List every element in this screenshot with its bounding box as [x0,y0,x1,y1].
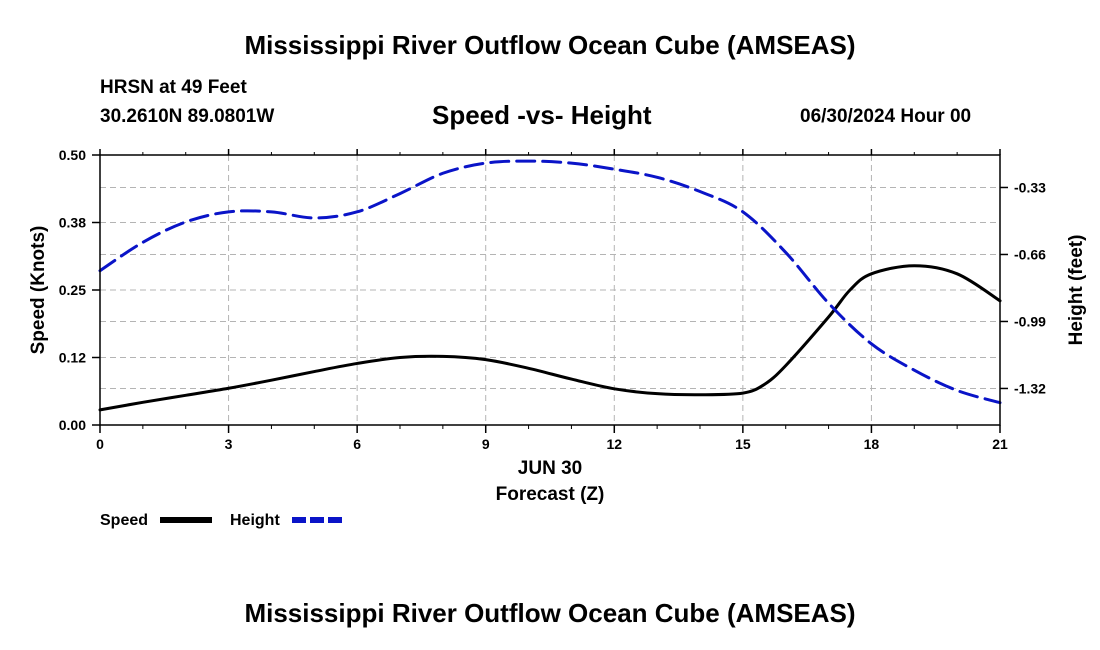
footer-title: Mississippi River Outflow Ocean Cube (AM… [244,598,856,628]
x-tick-label: 18 [864,436,880,452]
station-label: HRSN at 49 Feet [100,77,247,98]
legend-speed-label: Speed [100,512,148,529]
chart-title: Mississippi River Outflow Ocean Cube (AM… [244,30,856,60]
grid-layer [100,155,1000,425]
y-tick-label: 0.50 [59,147,86,163]
legend: Speed Height [100,512,342,529]
y-tick-label: 0.38 [59,215,86,231]
axis-layer: 0 3 6 9 12 15 18 21 0.00 0.12 0.25 0.38 0.50 -1.32 -0.… [59,147,1046,452]
datetime-label: 06/30/2024 Hour 00 [800,106,972,127]
x-axis-label: Forecast (Z) [496,484,605,505]
y-axis-label: Speed (Knots) [28,226,49,355]
x-tick-label: 21 [992,436,1008,452]
legend-height-label: Height [230,512,280,529]
chart-subtitle: Speed -vs- Height [432,100,652,130]
x-tick-label: 3 [225,436,233,452]
x-date-label: JUN 30 [518,458,582,479]
coordinates-label: 30.2610N 89.0801W [100,106,275,127]
x-tick-label: 12 [606,436,622,452]
x-tick-label: 6 [353,436,361,452]
y-tick-label: 0.25 [59,282,86,298]
x-tick-label: 9 [482,436,490,452]
height-series-line [98,159,1002,405]
y2-tick-label: -1.32 [1014,380,1046,396]
speed-series-line [98,264,1002,412]
y2-tick-label: -0.66 [1014,246,1046,262]
series-layer [98,159,1002,412]
x-tick-label: 0 [96,436,104,452]
y2-tick-label: -0.33 [1014,179,1046,195]
y2-tick-label: -0.99 [1014,313,1046,329]
y-tick-label: 0.12 [59,350,86,366]
y2-axis-label: Height (feet) [1066,235,1087,346]
x-tick-label: 15 [735,436,751,452]
y-tick-label: 0.00 [59,417,86,433]
